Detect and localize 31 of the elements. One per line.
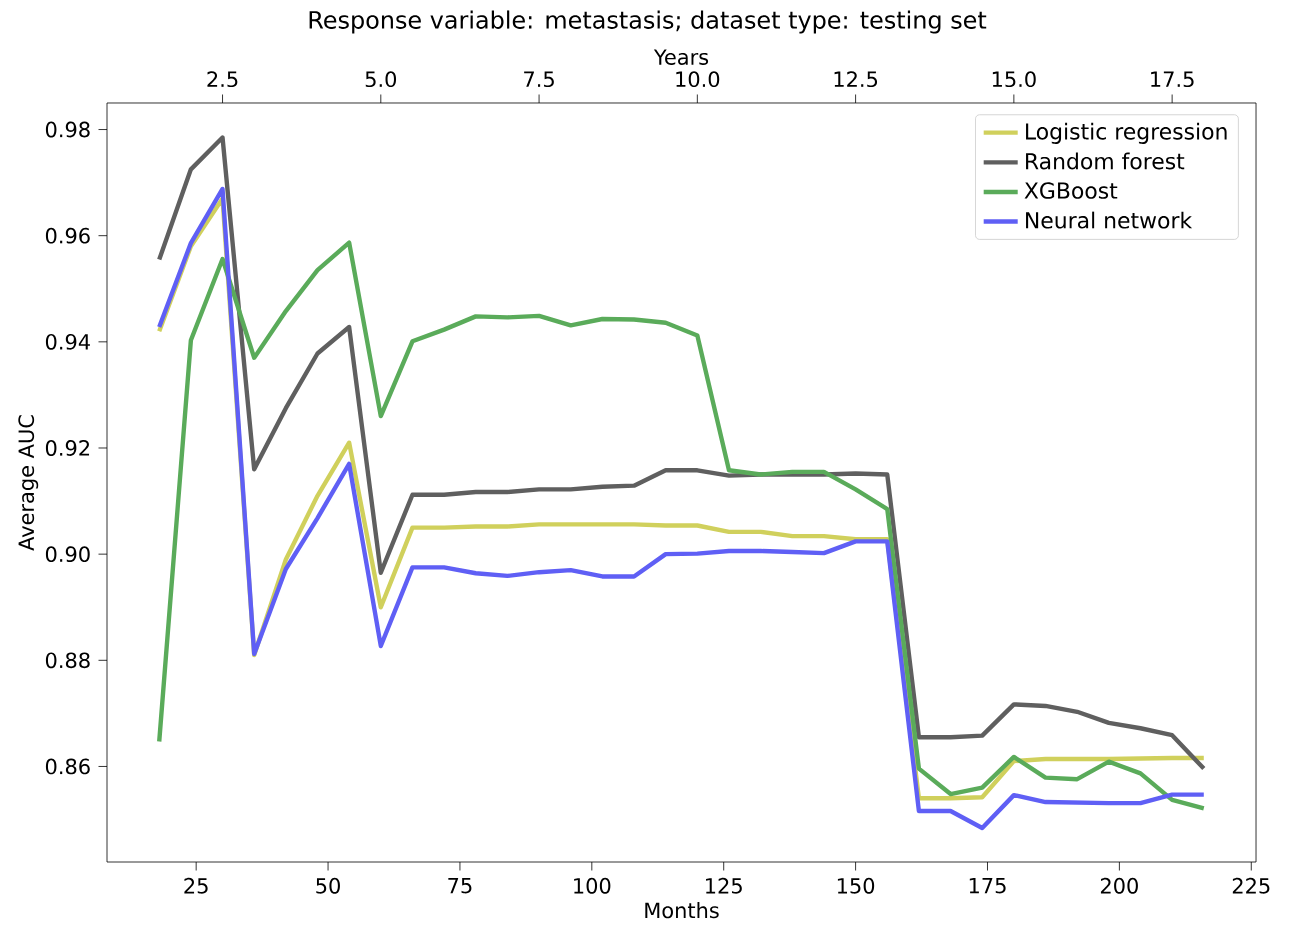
y-axis-title: Average AUC	[18, 415, 39, 551]
x-tick-label: 25	[184, 877, 208, 894]
x-tick-label: 100	[574, 877, 611, 894]
x2-tick-label: 15.0	[992, 71, 1036, 88]
y-tick-label: 0.92	[45, 440, 90, 456]
x-axis-title: Months	[645, 902, 719, 919]
x2-tick-label: 12.5	[834, 71, 878, 88]
x-tick-label: 200	[1100, 877, 1138, 894]
legend-label: Random forest	[1026, 152, 1185, 170]
x2-tick-label: 2.5	[207, 71, 238, 88]
x-tick-label: 50	[316, 877, 340, 894]
chart-title: Response variable: metastasis; dataset type: testing set	[309, 10, 987, 34]
y-tick-label: 0.90	[45, 546, 90, 563]
legend-label: XGBoost	[1024, 182, 1118, 199]
legend-label: Neural network	[1026, 211, 1193, 229]
y-tick-label: 0.86	[45, 758, 90, 775]
x2-tick-label: 5.0	[365, 71, 397, 88]
x2-tick-label: 7.5	[524, 71, 554, 88]
y-tick-label: 0.96	[45, 227, 90, 244]
legend-label: Logistic regression	[1026, 122, 1227, 144]
x-tick-label: 150	[837, 877, 875, 894]
y-tick-label: 0.94	[45, 333, 90, 350]
x-tick-label: 175	[969, 877, 1006, 894]
y-tick-label: 0.88	[45, 652, 90, 669]
x-tick-label: 225	[1232, 877, 1270, 894]
x2-axis-title: Years	[653, 49, 709, 65]
x-tick-label: 125	[706, 877, 742, 894]
x-tick-label: 75	[448, 877, 472, 894]
x2-tick-label: 10.0	[676, 71, 720, 88]
x2-tick-label: 17.5	[1151, 71, 1194, 88]
y-tick-label: 0.98	[45, 121, 90, 138]
